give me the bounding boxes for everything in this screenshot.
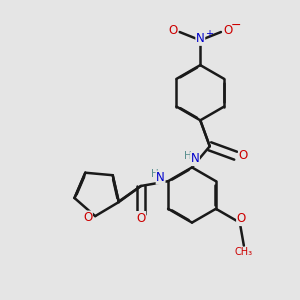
Text: N: N bbox=[156, 171, 165, 184]
Text: O: O bbox=[136, 212, 146, 225]
Text: O: O bbox=[223, 24, 232, 37]
Text: +: + bbox=[205, 29, 213, 39]
Text: H: H bbox=[151, 169, 158, 179]
Text: O: O bbox=[83, 211, 92, 224]
Text: CH₃: CH₃ bbox=[235, 247, 253, 257]
Text: O: O bbox=[237, 212, 246, 226]
Text: N: N bbox=[196, 32, 205, 45]
Text: −: − bbox=[231, 19, 241, 32]
Text: N: N bbox=[190, 152, 200, 166]
Text: H: H bbox=[184, 151, 191, 161]
Text: O: O bbox=[168, 24, 178, 37]
Text: O: O bbox=[238, 149, 248, 162]
